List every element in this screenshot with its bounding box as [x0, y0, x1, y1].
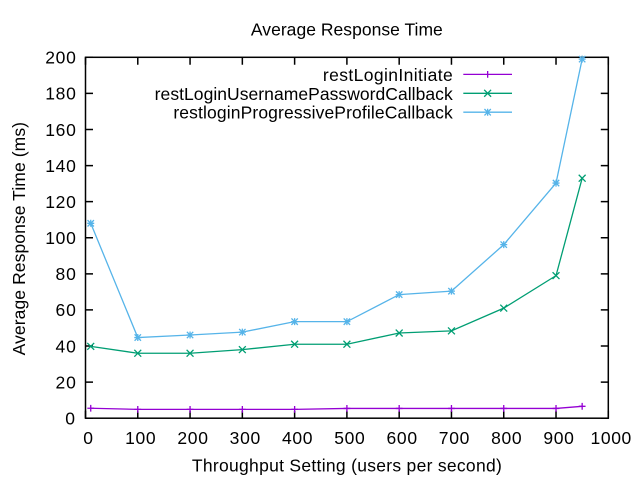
svg-text:200: 200 [45, 48, 76, 68]
svg-text:120: 120 [45, 192, 76, 212]
svg-text:0: 0 [83, 428, 93, 448]
svg-text:40: 40 [55, 336, 76, 356]
svg-text:restloginProgressiveProfileCal: restloginProgressiveProfileCallback [173, 103, 453, 123]
svg-text:180: 180 [45, 84, 76, 104]
svg-text:400: 400 [282, 428, 313, 448]
svg-text:Throughput Setting (users per: Throughput Setting (users per second) [192, 456, 502, 476]
svg-text:800: 800 [491, 428, 522, 448]
svg-text:100: 100 [45, 228, 76, 248]
svg-text:0: 0 [65, 409, 75, 429]
svg-text:600: 600 [387, 428, 418, 448]
svg-text:700: 700 [439, 428, 470, 448]
svg-text:500: 500 [334, 428, 365, 448]
svg-text:80: 80 [55, 264, 76, 284]
svg-text:60: 60 [55, 300, 76, 320]
svg-text:Average Response Time: Average Response Time [251, 19, 443, 39]
svg-text:20: 20 [55, 372, 76, 392]
svg-text:1000: 1000 [591, 428, 632, 448]
svg-text:300: 300 [230, 428, 261, 448]
svg-text:restLoginUsernamePasswordCallb: restLoginUsernamePasswordCallback [155, 84, 453, 104]
svg-text:160: 160 [45, 120, 76, 140]
svg-text:100: 100 [125, 428, 156, 448]
svg-text:200: 200 [177, 428, 208, 448]
svg-text:900: 900 [543, 428, 574, 448]
svg-text:restLoginInitiate: restLoginInitiate [323, 65, 453, 85]
svg-text:140: 140 [45, 156, 76, 176]
svg-text:Average Response Time (ms): Average Response Time (ms) [9, 122, 29, 355]
